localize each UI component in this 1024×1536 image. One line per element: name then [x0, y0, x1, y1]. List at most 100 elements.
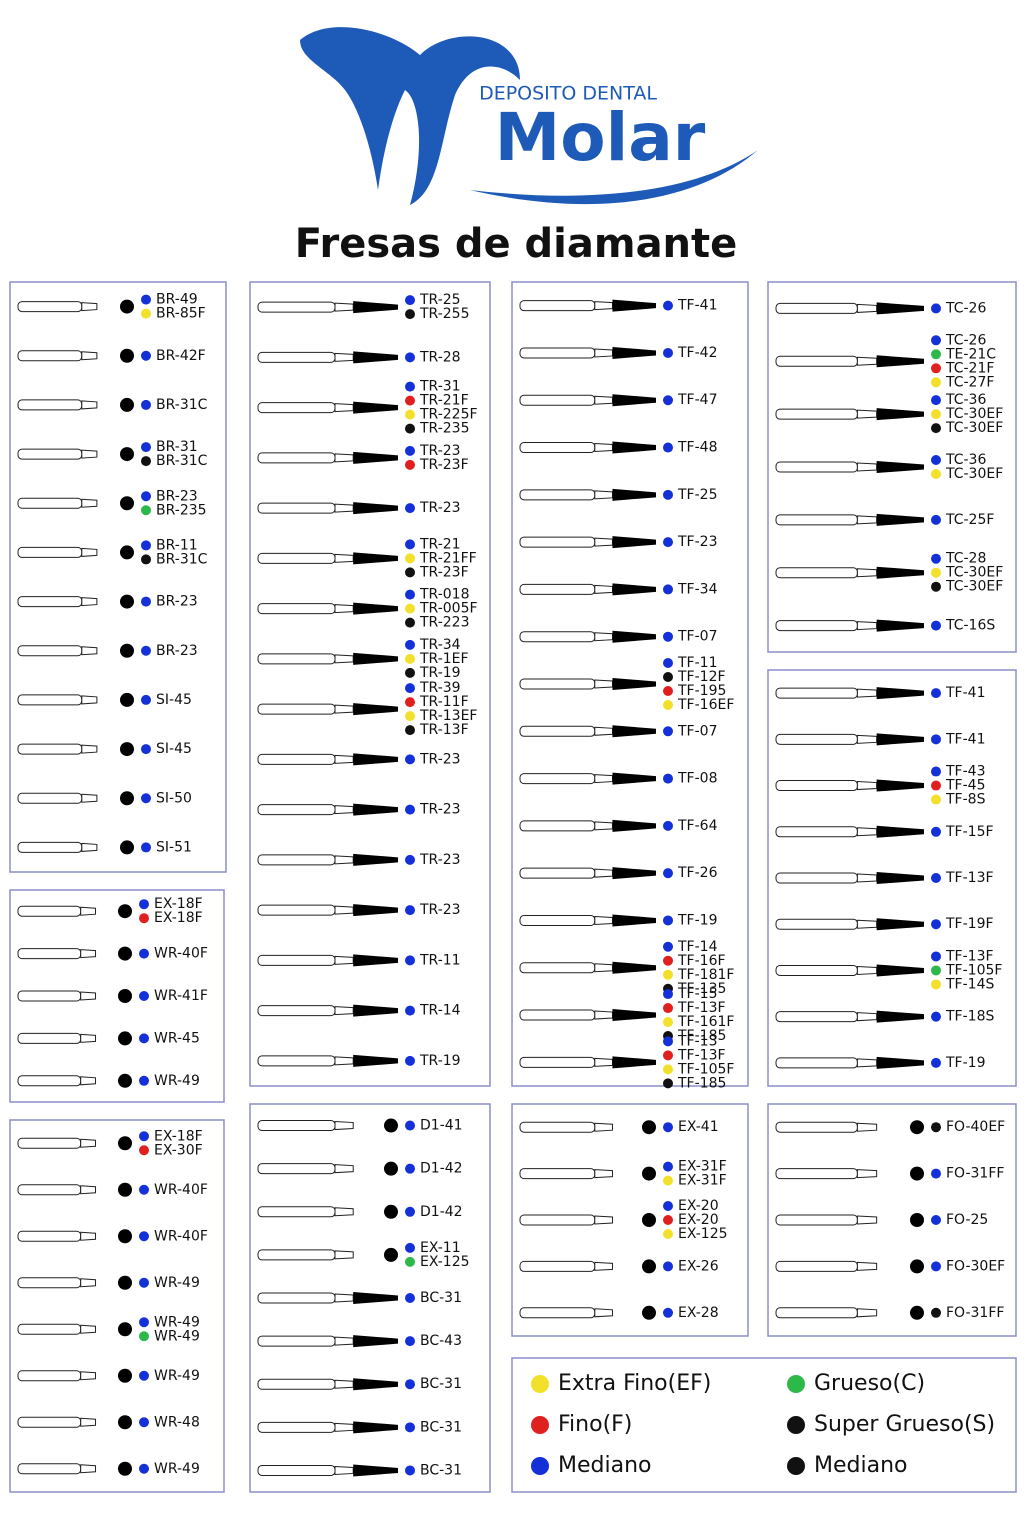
- bur-code: TF-47: [677, 392, 717, 408]
- bur-shank: [519, 820, 596, 832]
- bur-head: [612, 630, 656, 643]
- bur-shank: [17, 448, 83, 460]
- bur-code: WR-49: [154, 1314, 200, 1330]
- bur-neck: [594, 537, 613, 547]
- bur-code: BR-85F: [156, 306, 206, 322]
- legend-dot: [531, 1457, 549, 1475]
- bur-code: SI-45: [156, 692, 192, 708]
- grade-dot: [663, 1229, 673, 1239]
- bur-code: SI-45: [156, 741, 192, 757]
- bur-code: TC-26: [945, 332, 986, 348]
- grade-dot: [139, 991, 149, 1001]
- bur-shank: [17, 497, 83, 509]
- panel: [767, 669, 1017, 1087]
- bur-shank: [17, 1075, 82, 1087]
- bur-neck: [80, 1033, 97, 1043]
- bur-code: D1-42: [420, 1161, 463, 1177]
- bur-head: [120, 791, 134, 806]
- bur-shank: [775, 1011, 858, 1023]
- bur-code: TC-30EF: [945, 406, 1003, 422]
- grade-dot: [405, 395, 415, 406]
- grade-dot: [931, 567, 941, 578]
- bur-shank: [257, 854, 336, 866]
- grade-dot: [141, 842, 151, 853]
- bur-head: [642, 1166, 656, 1181]
- bur-neck: [334, 302, 354, 312]
- bur-neck: [81, 646, 98, 656]
- bur-neck: [334, 1207, 354, 1217]
- grade-dot: [139, 948, 149, 959]
- bur-neck: [594, 1308, 613, 1318]
- bur-neck: [856, 409, 878, 419]
- bur-neck: [856, 1215, 878, 1225]
- bur-shank: [775, 1057, 858, 1069]
- grade-dot: [663, 347, 673, 358]
- bur-code: TE-21C: [945, 346, 996, 362]
- bur-head: [876, 513, 924, 526]
- bur-neck: [594, 1215, 613, 1225]
- bur-code: TR-14: [419, 1003, 461, 1019]
- bur-code: EX-125: [678, 1226, 728, 1242]
- grade-dot: [405, 1206, 415, 1217]
- bur-neck: [856, 1012, 878, 1022]
- bur-head: [876, 687, 924, 700]
- bur-code: TR-223: [419, 615, 470, 631]
- grade-dot: [663, 1122, 673, 1133]
- grade-dot: [141, 308, 151, 319]
- grade-dot: [405, 905, 415, 916]
- bur-neck: [334, 604, 354, 614]
- bur-head: [876, 408, 924, 421]
- bur-head: [353, 552, 398, 565]
- bur-neck: [80, 1231, 97, 1241]
- bur-code: WR-49: [154, 1328, 200, 1344]
- brand-top: DEPOSITO DENTAL: [479, 83, 657, 105]
- grade-dot: [139, 1370, 149, 1381]
- bur-head: [876, 302, 924, 315]
- bur-code: BR-31: [156, 439, 198, 455]
- bur-shank: [257, 804, 336, 816]
- grade-dot: [139, 1331, 149, 1342]
- bur-head: [118, 1031, 132, 1046]
- bur-shank: [775, 567, 858, 579]
- bur-code: TF-25: [677, 487, 717, 503]
- legend-label: Super Grueso(S): [814, 1412, 995, 1437]
- bur-code: TF-23: [677, 534, 717, 550]
- bur-neck: [334, 1293, 354, 1303]
- grade-dot: [141, 694, 151, 705]
- bur-code: TF-07: [677, 629, 717, 645]
- bur-shank: [519, 536, 596, 548]
- grade-dot: [931, 514, 941, 525]
- bur-code: WR-49: [154, 1368, 200, 1384]
- panel: [9, 889, 225, 1103]
- grade-dot: [405, 854, 415, 865]
- bur-neck: [81, 744, 98, 754]
- grade-dot: [931, 734, 941, 745]
- grade-dot: [405, 639, 415, 650]
- grade-dot: [931, 919, 941, 930]
- bur-code: TF-19: [945, 1055, 985, 1071]
- bur-code: WR-40F: [154, 1182, 208, 1198]
- bur-head: [612, 914, 656, 927]
- grade-dot: [663, 969, 673, 980]
- bur-head: [118, 1136, 132, 1151]
- legend-label: Fino(F): [558, 1412, 632, 1437]
- bur-code: BR-23: [156, 594, 198, 610]
- bur-neck: [334, 1056, 354, 1066]
- bur-neck: [81, 793, 98, 803]
- grade-dot: [663, 820, 673, 831]
- bur-shank: [775, 514, 858, 526]
- bur-shank: [519, 394, 596, 406]
- grade-dot: [663, 442, 673, 453]
- grade-dot: [141, 350, 151, 361]
- bur-code: TF-14: [677, 939, 718, 955]
- bur-code: TF-19F: [945, 916, 994, 932]
- grade-dot: [663, 537, 673, 548]
- grade-dot: [663, 584, 673, 595]
- bur-code: TF-07: [677, 723, 717, 739]
- bur-code: TR-25: [419, 292, 461, 308]
- grade-dot: [139, 1277, 149, 1288]
- bur-code: BR-31C: [156, 397, 208, 413]
- grade-dot: [931, 455, 941, 465]
- bur-code: TF-18S: [945, 1009, 994, 1025]
- grade-dot: [663, 726, 673, 737]
